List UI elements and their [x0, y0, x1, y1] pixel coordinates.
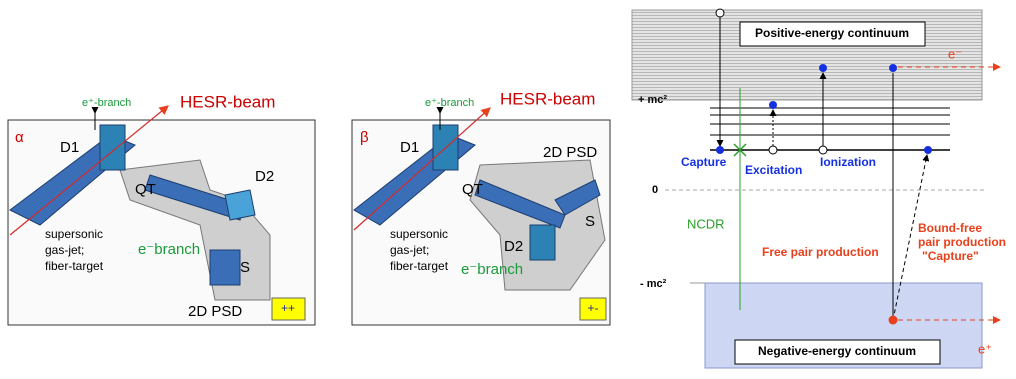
d2-label: D2	[255, 168, 274, 185]
vacancy	[819, 146, 827, 154]
magnet-d2	[530, 225, 555, 260]
electron	[769, 101, 777, 109]
polarity-label: ++	[281, 301, 295, 315]
polarity-label: +-	[587, 301, 598, 315]
panel-alpha: α D1 e⁺-branch HESR-beam D2 QT supersoni…	[8, 92, 315, 325]
d2-label: D2	[504, 238, 523, 255]
s-label: S	[240, 259, 250, 276]
electron-branch-label: e⁻branch	[138, 241, 200, 258]
energy-diagram: Positive-energy continuum Negative-energ…	[632, 9, 1006, 368]
vacancy	[769, 146, 777, 154]
target-label: fiber-target	[390, 259, 449, 273]
beam-label: HESR-beam	[500, 89, 595, 108]
ncdr-label: NCDR	[687, 216, 725, 231]
positron-branch-label: e⁺-branch	[425, 97, 474, 109]
excitation-label: Excitation	[745, 163, 802, 177]
d1-label: D1	[400, 139, 419, 156]
beam-label: HESR-beam	[180, 92, 275, 111]
continuum-label: Positive-energy continuum	[755, 26, 909, 40]
bound-levels	[690, 100, 950, 150]
panel-label: β	[360, 129, 369, 146]
detector	[210, 250, 240, 285]
target-label: fiber-target	[45, 259, 104, 273]
electron	[924, 146, 932, 154]
electron	[889, 64, 897, 72]
minus-mc2-label: - mc²	[640, 278, 667, 290]
positron-label: e⁺	[978, 341, 992, 356]
qt-label: QT	[135, 181, 156, 198]
ionization-label: Ionization	[820, 155, 876, 169]
capture-label: Capture	[681, 155, 727, 169]
panel-label: α	[15, 129, 24, 146]
electron	[716, 146, 724, 154]
continuum-label: Negative-energy continuum	[758, 344, 916, 358]
free-pair-label: Free pair production	[762, 245, 879, 259]
positron	[889, 316, 898, 325]
bound-free-label: Bound-free	[918, 221, 982, 235]
panel-beta: β D1 e⁺-branch HESR-beam 2D PSD QT S D2 …	[352, 89, 610, 325]
vacancy	[716, 9, 724, 17]
s-label: S	[585, 213, 595, 230]
positron-branch-label: e⁺-branch	[82, 97, 131, 109]
psd-label: 2D PSD	[188, 303, 242, 320]
electron	[819, 64, 827, 72]
target-label: supersonic	[390, 227, 448, 241]
psd-label: 2D PSD	[543, 144, 597, 161]
bound-free-label: pair production	[918, 235, 1006, 249]
zero-label: 0	[652, 184, 658, 196]
target-label: gas-jet;	[45, 243, 84, 257]
magnet-d2	[225, 190, 255, 220]
qt-label: QT	[462, 181, 483, 198]
magnet-d1	[100, 125, 125, 170]
d1-label: D1	[60, 139, 79, 156]
target-label: gas-jet;	[390, 243, 429, 257]
plus-mc2-label: + mc²	[638, 94, 667, 106]
electron-branch-label: e⁻branch	[461, 261, 523, 278]
bound-free-label: "Capture"	[922, 249, 979, 263]
electron-label: e⁻	[948, 46, 962, 61]
figure: α D1 e⁺-branch HESR-beam D2 QT supersoni…	[0, 0, 1016, 379]
target-label: supersonic	[45, 227, 103, 241]
